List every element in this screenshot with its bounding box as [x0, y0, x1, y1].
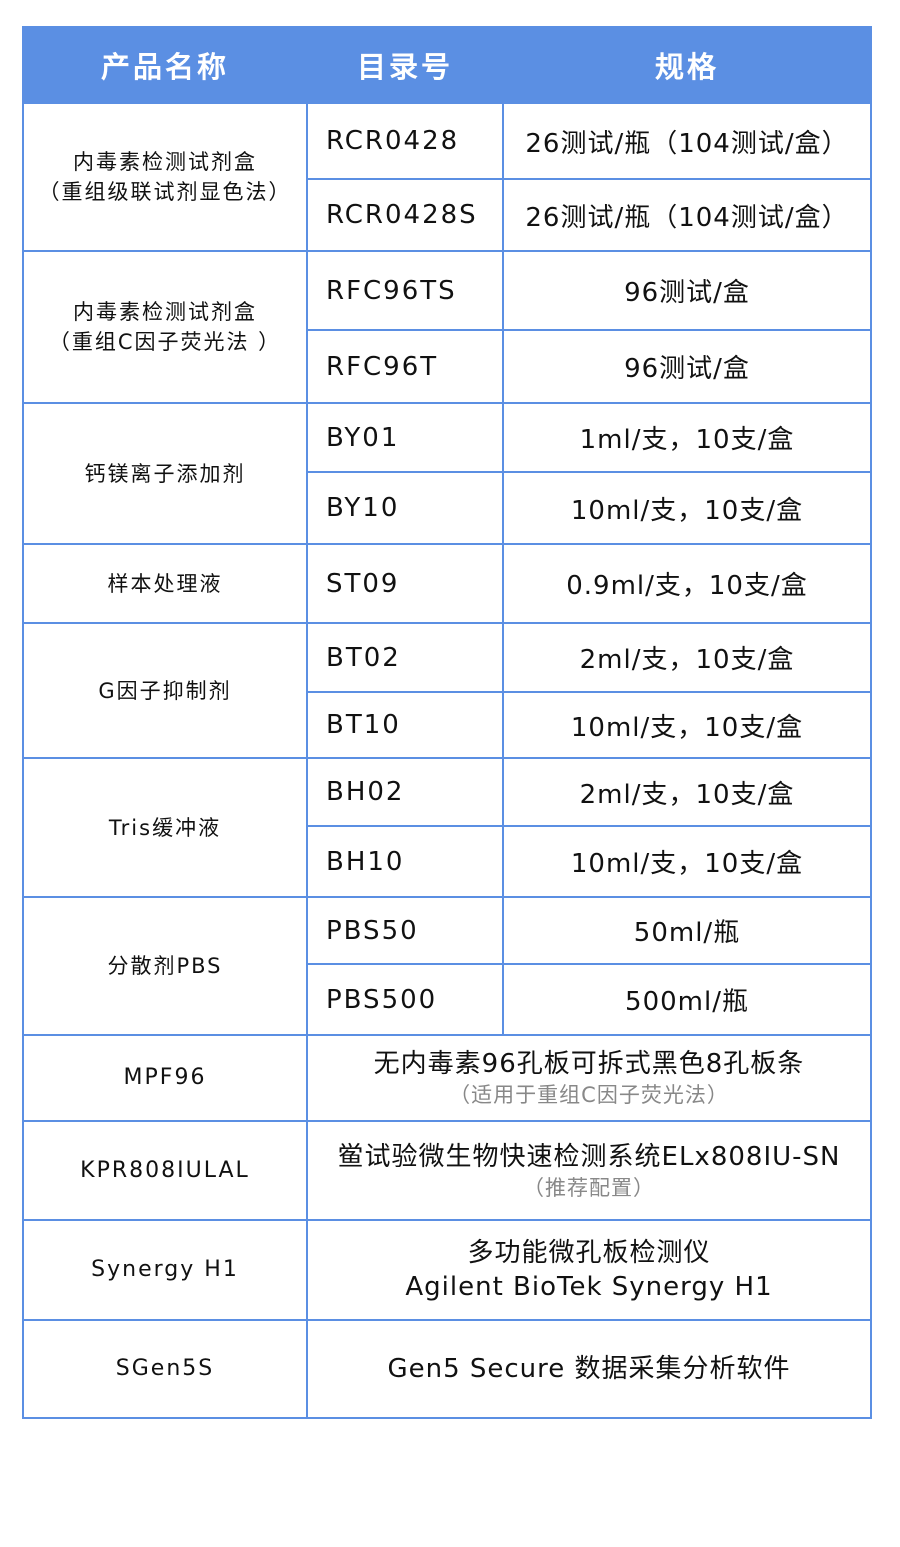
product-name-cell: G因子抑制剂 [22, 622, 308, 759]
table-row: 钙镁离子添加剂 BY01 1ml/支，10支/盒 [22, 402, 872, 545]
table-row: Synergy H1 多功能微孔板检测仪 Agilent BioTek Synerg… [22, 1219, 872, 1321]
spec-cell: 96测试/盒 [502, 329, 872, 404]
product-name-line: 分散剂PBS [107, 954, 223, 978]
product-name-line: 样本处理液 [107, 571, 223, 596]
spec-main: 鲎试验微生物快速检测系统ELx808IU-SN [337, 1141, 841, 1172]
spec-main: Gen5 Secure 数据采集分析软件 [387, 1354, 791, 1384]
table-row: G因子抑制剂 BT02 2ml/支，10支/盒 [22, 622, 872, 759]
spec-cell: 10ml/支，10支/盒 [502, 825, 872, 898]
catalog-number: Synergy H1 [22, 1219, 308, 1321]
catalog-number: PBS50 [306, 896, 504, 965]
table-row: BY10 10ml/支，10支/盒 [23, 471, 872, 545]
table-row: BH10 10ml/支，10支/盒 [23, 825, 872, 898]
product-name-line: （重组C因子荧光法 ） [48, 330, 282, 354]
table-row: 分散剂PBS PBS50 50ml/瓶 [22, 896, 872, 1036]
product-name-cell: 分散剂PBS [22, 896, 308, 1036]
catalog-number: BT02 [306, 622, 504, 693]
catalog-number: ST09 [306, 543, 504, 624]
spec-cell: Gen5 Secure 数据采集分析软件 [306, 1319, 872, 1419]
catalog-number: KPR808IULAL [22, 1120, 308, 1221]
spec-cell: 500ml/瓶 [502, 963, 872, 1036]
header-spec: 规格 [502, 26, 872, 104]
catalog-number: SGen5S [22, 1319, 308, 1419]
spec-main-2: Agilent BioTek Synergy H1 [405, 1272, 773, 1302]
catalog-number: BH10 [306, 825, 504, 898]
product-name-cell: 内毒素检测试剂盒 （重组级联试剂显色法） [22, 102, 308, 252]
spec-cell: 2ml/支，10支/盒 [502, 757, 872, 827]
product-name-line: Tris缓冲液 [108, 815, 222, 840]
table-row: 内毒素检测试剂盒 （重组C因子荧光法 ） RFC96TS 96测试/盒 [22, 250, 872, 404]
spec-note: （适用于重组C因子荧光法） [449, 1083, 729, 1107]
catalog-number: RCR0428 [306, 102, 504, 180]
product-name-cell: 内毒素检测试剂盒 （重组C因子荧光法 ） [22, 250, 308, 404]
spec-note: （推荐配置） [523, 1175, 655, 1200]
product-name-cell: Tris缓冲液 [22, 757, 308, 898]
table-row: 内毒素检测试剂盒 （重组级联试剂显色法） RCR0428 26测试/瓶（104测试/盒… [22, 102, 872, 252]
header-catalog: 目录号 [306, 26, 504, 104]
product-table: 产品名称 目录号 规格 内毒素检测试剂盒 （重组级联试剂显色法） RCR0428 26… [22, 26, 872, 1419]
table-row: SGen5S Gen5 Secure 数据采集分析软件 [22, 1319, 872, 1419]
table-row: KPR808IULAL 鲎试验微生物快速检测系统ELx808IU-SN （推荐配置） [22, 1120, 872, 1221]
spec-cell: 50ml/瓶 [502, 896, 872, 965]
product-name-line: 内毒素检测试剂盒 [73, 150, 257, 174]
spec-main: 无内毒素96孔板可拆式黑色8孔板条 [373, 1049, 805, 1079]
catalog-number: RFC96TS [306, 250, 504, 331]
spec-cell: 鲎试验微生物快速检测系统ELx808IU-SN （推荐配置） [306, 1120, 872, 1221]
catalog-number: BY10 [306, 471, 504, 545]
catalog-number: PBS500 [306, 963, 504, 1036]
header-row: 产品名称 目录号 规格 [22, 26, 872, 104]
table-row: BT10 10ml/支，10支/盒 [23, 691, 872, 759]
product-name-line: G因子抑制剂 [98, 678, 232, 703]
header-product-name: 产品名称 [22, 26, 308, 104]
spec-cell: 0.9ml/支，10支/盒 [502, 543, 872, 624]
catalog-number: BY01 [306, 402, 504, 473]
table-row: RCR0428S 26测试/瓶（104测试/盒） [23, 178, 872, 252]
spec-cell: 26测试/瓶（104测试/盒） [502, 178, 872, 252]
spec-cell: 无内毒素96孔板可拆式黑色8孔板条 （适用于重组C因子荧光法） [306, 1034, 872, 1122]
product-name-line: （重组级联试剂显色法） [38, 180, 292, 204]
product-name-line: 内毒素检测试剂盒 [73, 300, 257, 324]
product-name-cell: 钙镁离子添加剂 [22, 402, 308, 545]
table-row: PBS500 500ml/瓶 [23, 963, 872, 1036]
catalog-number: BT10 [306, 691, 504, 759]
catalog-number: RCR0428S [306, 178, 504, 252]
catalog-number: MPF96 [22, 1034, 308, 1122]
spec-cell: 1ml/支，10支/盒 [502, 402, 872, 473]
spec-cell: 10ml/支，10支/盒 [502, 691, 872, 759]
spec-cell: 多功能微孔板检测仪 Agilent BioTek Synergy H1 [306, 1219, 872, 1321]
spec-cell: 96测试/盒 [502, 250, 872, 331]
catalog-number: BH02 [306, 757, 504, 827]
table-row: RFC96T 96测试/盒 [23, 329, 872, 404]
catalog-number: RFC96T [306, 329, 504, 404]
spec-cell: 2ml/支，10支/盒 [502, 622, 872, 693]
table-row: MPF96 无内毒素96孔板可拆式黑色8孔板条 （适用于重组C因子荧光法） [22, 1034, 872, 1122]
table-row: 样本处理液 ST09 0.9ml/支，10支/盒 [22, 543, 872, 624]
table-row: Tris缓冲液 BH02 2ml/支，10支/盒 [22, 757, 872, 898]
product-name-line: 钙镁离子添加剂 [84, 461, 246, 486]
spec-main: 多功能微孔板检测仪 [467, 1238, 711, 1268]
spec-cell: 10ml/支，10支/盒 [502, 471, 872, 545]
spec-cell: 26测试/瓶（104测试/盒） [502, 102, 872, 180]
product-name-cell: 样本处理液 [22, 543, 308, 624]
